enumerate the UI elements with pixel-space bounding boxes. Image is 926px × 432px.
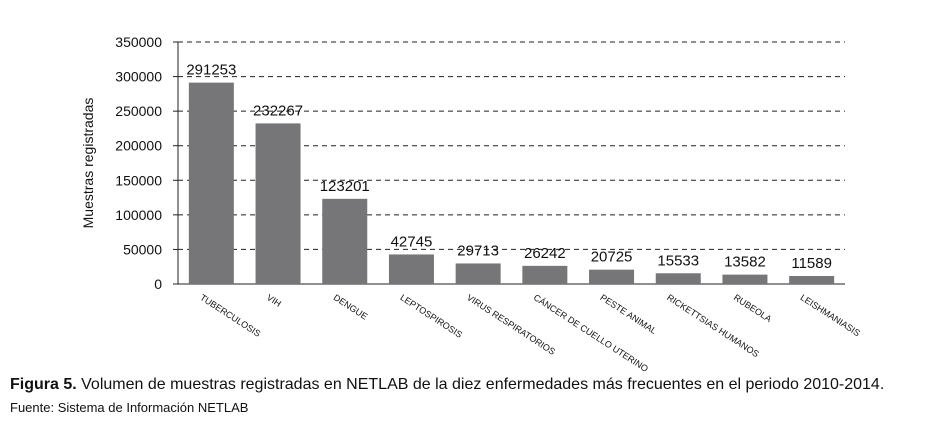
figure-source: Fuente: Sistema de Información NETLAB [10, 400, 249, 415]
figure-caption: Figura 5. Volumen de muestras registrada… [10, 376, 884, 394]
bar [455, 263, 501, 284]
data-label: 291253 [186, 62, 236, 79]
x-tick-labels: TUBERCULOSIS VIH DENGUE LEPTOSPIROSIS VIRUS … [198, 292, 862, 372]
y-tick-label: 200000 [115, 138, 162, 154]
figure-caption-label: Figura 5. [10, 376, 77, 393]
bar [322, 198, 368, 284]
x-tick-label: PESTE ANIMAL [598, 292, 658, 336]
y-tick-label: 50000 [123, 241, 162, 257]
y-tick-label: 350000 [115, 34, 162, 50]
y-tick-label: 100000 [115, 207, 162, 223]
bar [655, 273, 701, 284]
data-label: 15533 [657, 252, 699, 269]
bar [722, 274, 768, 284]
bar [255, 123, 301, 284]
data-label: 42745 [391, 233, 433, 250]
bar [188, 82, 234, 284]
data-label: 29713 [457, 242, 499, 259]
bar-chart: 0 50000 100000 150000 200000 250000 300000 3500… [80, 34, 862, 372]
y-tick-label: 250000 [115, 103, 162, 119]
x-tick-label: VIH [265, 292, 283, 309]
data-label: 11589 [791, 255, 832, 272]
y-axis: 0 50000 100000 150000 200000 250000 300000 3500… [115, 34, 845, 292]
bar [522, 265, 568, 284]
figure-caption-text: Volumen de muestras registradas en NETLA… [76, 376, 885, 393]
x-tick-label: CÁNCER DE CUELLO UTERINO [532, 292, 650, 372]
data-label: 20725 [591, 249, 633, 266]
y-tick-label: 150000 [115, 172, 162, 188]
x-tick-label: RUBEOLA [732, 292, 774, 324]
data-label: 232267 [253, 102, 303, 119]
bar [589, 269, 635, 284]
y-tick-label: 0 [154, 276, 162, 292]
data-label: 26242 [524, 245, 566, 262]
y-axis-label: Muestras registradas [80, 98, 96, 229]
x-tick-label: DENGUE [332, 292, 370, 321]
y-tick-label: 300000 [115, 69, 162, 85]
bars [188, 82, 835, 284]
data-label: 123201 [320, 178, 370, 195]
data-label: 13582 [724, 254, 766, 271]
x-tick-label: LEISHMANIASIS [799, 292, 862, 338]
data-labels: 291253 232267 123201 42745 29713 26242 20725 15… [186, 62, 832, 272]
bar [388, 254, 434, 284]
x-tick-label: LEPTOSPIROSIS [398, 292, 464, 340]
bar [789, 275, 835, 284]
x-tick-label: TUBERCULOSIS [198, 292, 262, 339]
